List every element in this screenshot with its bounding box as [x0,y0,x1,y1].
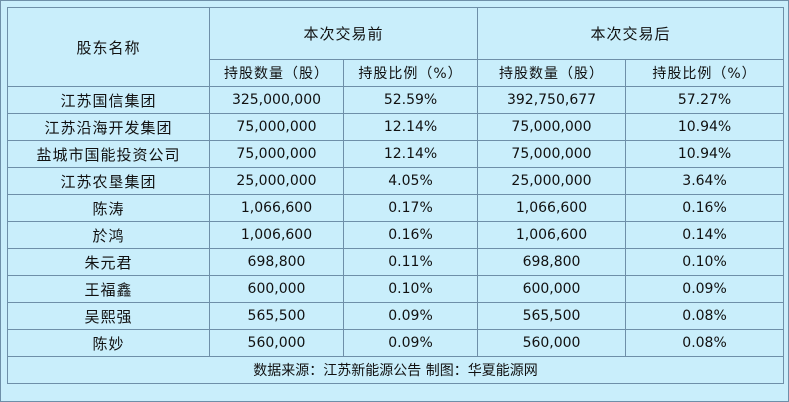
after-shares-header: 持股数量（股） [477,59,627,87]
after-ratio: 10.94% [625,140,785,168]
before-shares-header: 持股数量（股） [209,59,344,87]
after-ratio-header: 持股比例（%） [625,59,785,87]
after-shares: 392,750,677 [477,86,627,114]
shareholder-name: 陈妙 [7,329,210,357]
shareholder-name: 江苏农垦集团 [7,167,210,195]
before-shares: 1,006,600 [209,221,344,249]
after-ratio: 0.08% [625,329,785,357]
table-row: 盐城市国能投资公司 75,000,000 12.14% 75,000,000 1… [7,140,785,168]
table-row: 江苏农垦集团 25,000,000 4.05% 25,000,000 3.64% [7,167,785,195]
before-shares: 25,000,000 [209,167,344,195]
table-row: 陈涛 1,066,600 0.17% 1,066,600 0.16% [7,194,785,222]
before-ratio: 12.14% [342,113,479,141]
before-ratio: 0.16% [342,221,479,249]
table-row: 江苏国信集团 325,000,000 52.59% 392,750,677 57… [7,86,785,114]
before-shares: 75,000,000 [209,140,344,168]
before-shares: 565,500 [209,302,344,330]
before-ratio: 12.14% [342,140,479,168]
after-ratio: 0.14% [625,221,785,249]
shareholding-table: 股东名称 本次交易前 本次交易后 持股数量（股） 持股比例（%） 持股数量（股）… [6,7,785,384]
table-row: 王福鑫 600,000 0.10% 600,000 0.09% [7,275,785,303]
after-shares: 1,006,600 [477,221,627,249]
shareholder-name: 王福鑫 [7,275,210,303]
after-ratio: 57.27% [625,86,785,114]
after-shares: 565,500 [477,302,627,330]
before-shares: 600,000 [209,275,344,303]
shareholder-name: 盐城市国能投资公司 [7,140,210,168]
source-row: 数据来源：江苏新能源公告 制图：华夏能源网 [6,356,785,384]
before-ratio: 0.11% [342,248,479,276]
before-shares: 1,066,600 [209,194,344,222]
after-ratio: 10.94% [625,113,785,141]
after-ratio: 3.64% [625,167,785,195]
shareholder-name: 陈涛 [7,194,210,222]
after-ratio: 0.10% [625,248,785,276]
shareholder-name: 於鸿 [7,221,210,249]
header-row-columns: 持股数量（股） 持股比例（%） 持股数量（股） 持股比例（%） [8,59,785,87]
after-shares: 600,000 [477,275,627,303]
table-row: 陈妙 560,000 0.09% 560,000 0.08% [7,329,785,357]
after-shares: 1,066,600 [477,194,627,222]
after-shares: 25,000,000 [477,167,627,195]
table-row: 朱元君 698,800 0.11% 698,800 0.10% [7,248,785,276]
table-row: 於鸿 1,006,600 0.16% 1,006,600 0.14% [7,221,785,249]
after-shares: 75,000,000 [477,140,627,168]
header-row-groups: 股东名称 本次交易前 本次交易后 [7,7,785,87]
after-shares: 698,800 [477,248,627,276]
data-source-note: 数据来源：江苏新能源公告 制图：华夏能源网 [6,356,785,384]
before-ratio: 4.05% [342,167,479,195]
before-shares: 698,800 [209,248,344,276]
after-shares: 560,000 [477,329,627,357]
after-ratio: 0.08% [625,302,785,330]
before-ratio: 52.59% [342,86,479,114]
before-ratio: 0.09% [342,302,479,330]
after-transaction-header: 本次交易后 [477,7,785,60]
before-shares: 325,000,000 [209,86,344,114]
table-row: 吴熙强 565,500 0.09% 565,500 0.08% [7,302,785,330]
before-shares: 75,000,000 [209,113,344,141]
before-ratio: 0.17% [342,194,479,222]
shareholder-name: 江苏国信集团 [7,86,210,114]
before-transaction-header: 本次交易前 [208,7,479,60]
table-row: 江苏沿海开发集团 75,000,000 12.14% 75,000,000 10… [7,113,785,141]
before-ratio-header: 持股比例（%） [342,59,479,87]
shareholder-name: 朱元君 [7,248,210,276]
shareholder-name: 吴熙强 [7,302,210,330]
before-ratio: 0.10% [342,275,479,303]
after-ratio: 0.09% [625,275,785,303]
before-shares: 560,000 [209,329,344,357]
shareholder-name: 江苏沿海开发集团 [7,113,210,141]
after-ratio: 0.16% [625,194,785,222]
before-ratio: 0.09% [342,329,479,357]
shareholder-name-header: 股东名称 [7,7,210,87]
after-shares: 75,000,000 [477,113,627,141]
